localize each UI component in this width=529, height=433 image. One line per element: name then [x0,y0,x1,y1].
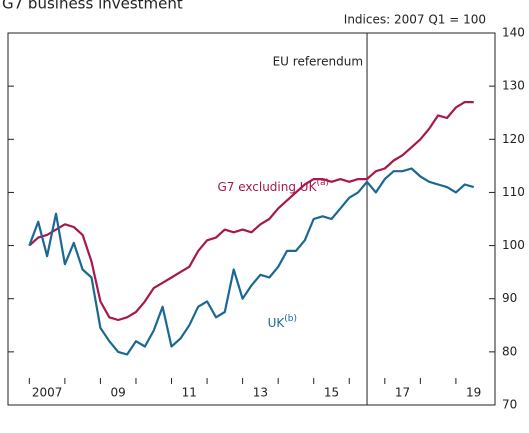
y-tick-label: 130 [502,79,525,93]
legend-name: G7 excluding UK [217,180,317,194]
x-tick-label: 09 [111,386,126,400]
legend-note: (a) [316,178,329,188]
legend-label: UK(b) [268,314,297,330]
event-label: EU referendum [273,55,363,69]
y-tick-label: 140 [502,26,525,40]
y-tick-label: 110 [502,185,525,199]
series-line [28,167,475,356]
chart-subtitle: Indices: 2007 Q1 = 100 [344,13,486,27]
y-tick-label: 90 [502,291,517,305]
x-tick-label: 15 [324,386,339,400]
x-tick-label: 19 [466,386,481,400]
x-tick-label: 2007 [32,386,63,400]
y-tick-label: 120 [502,132,525,146]
y-tick-label: 100 [502,238,525,252]
plot-frame [7,32,496,406]
x-tick-label: 17 [395,386,410,400]
x-tick-label: 11 [182,386,197,400]
legend-name: UK [268,316,286,330]
x-tick-label: 13 [253,386,268,400]
y-tick-label: 70 [502,398,517,412]
chart-title: G7 business investment [2,0,183,13]
series-line [28,101,474,322]
legend-label: G7 excluding UK(a) [217,178,329,194]
legend-note: (b) [284,314,297,324]
y-tick-label: 80 [502,344,517,358]
